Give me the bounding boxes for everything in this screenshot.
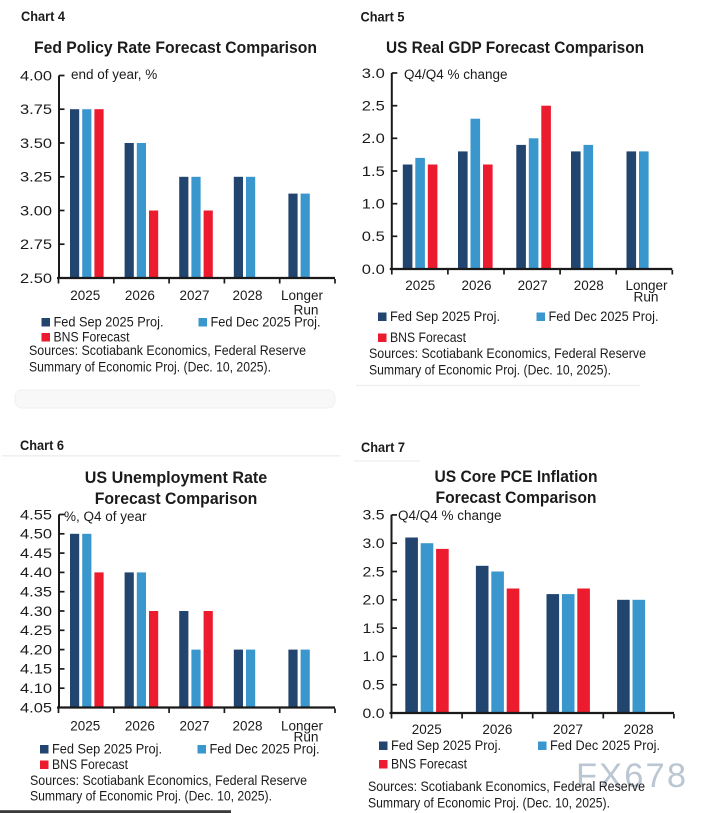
svg-text:2028: 2028 [233,288,263,303]
svg-text:1.5: 1.5 [363,620,385,636]
svg-text:Chart 5: Chart 5 [361,10,405,25]
svg-text:Sources: Scotiabank Economics,: Sources: Scotiabank Economics, Federal R… [30,772,307,788]
svg-text:4.25: 4.25 [20,622,52,638]
svg-text:2028: 2028 [233,719,263,734]
svg-text:3.25: 3.25 [20,169,52,185]
svg-text:Run: Run [294,730,319,745]
svg-text:2.0: 2.0 [362,130,385,146]
svg-text:0.0: 0.0 [362,261,385,277]
svg-text:Run: Run [634,290,659,305]
svg-text:Fed Policy Rate Forecast Compa: Fed Policy Rate Forecast Comparison [34,38,317,57]
svg-text:Sources: Scotiabank Economics,: Sources: Scotiabank Economics, Federal R… [29,342,306,358]
svg-text:4.55: 4.55 [20,506,52,522]
svg-text:Fed Dec 2025 Proj.: Fed Dec 2025 Proj. [549,309,659,324]
svg-text:US Real GDP Forecast Compariso: US Real GDP Forecast Comparison [386,38,644,57]
svg-text:BNS Forecast: BNS Forecast [52,757,128,772]
svg-text:2028: 2028 [624,722,654,737]
svg-text:1.0: 1.0 [362,196,385,212]
svg-text:%, Q4 of year: %, Q4 of year [64,509,147,524]
svg-text:2025: 2025 [70,719,100,734]
svg-text:2026: 2026 [125,288,155,303]
svg-text:Run: Run [294,303,319,318]
svg-text:4.00: 4.00 [20,67,52,83]
svg-text:2.5: 2.5 [362,98,385,114]
svg-text:2027: 2027 [180,288,210,303]
svg-text:Fed Sep 2025 Proj.: Fed Sep 2025 Proj. [54,314,164,329]
svg-text:3.0: 3.0 [362,65,385,81]
svg-text:FX678: FX678 [576,757,686,795]
svg-text:BNS Forecast: BNS Forecast [390,330,466,345]
svg-text:3.75: 3.75 [20,101,52,117]
svg-text:0.5: 0.5 [362,228,385,244]
svg-text:2027: 2027 [553,722,583,737]
svg-text:Fed Sep 2025 Proj.: Fed Sep 2025 Proj. [391,738,501,753]
svg-text:2026: 2026 [462,278,492,293]
svg-text:2025: 2025 [70,288,100,303]
svg-text:2.50: 2.50 [20,270,52,286]
svg-text:Fed Sep 2025 Proj.: Fed Sep 2025 Proj. [52,741,162,756]
svg-text:3.0: 3.0 [363,535,385,551]
svg-text:1.5: 1.5 [362,163,385,179]
svg-text:0.0: 0.0 [363,705,385,721]
svg-text:4.45: 4.45 [20,545,52,561]
svg-text:3.50: 3.50 [20,135,52,151]
svg-text:Summary of Economic Proj. (Dec: Summary of Economic Proj. (Dec. 10, 2025… [369,362,611,378]
svg-text:4.40: 4.40 [20,564,52,580]
svg-text:1.0: 1.0 [363,648,385,664]
svg-text:Chart 4: Chart 4 [21,9,65,24]
svg-text:Chart 6: Chart 6 [20,438,64,453]
svg-text:0.5: 0.5 [363,677,385,693]
svg-text:2.0: 2.0 [363,592,385,608]
svg-text:Chart 7: Chart 7 [361,440,405,455]
svg-text:2.75: 2.75 [20,236,52,252]
svg-text:BNS Forecast: BNS Forecast [391,756,467,771]
svg-text:3.5: 3.5 [363,507,385,523]
svg-text:3.00: 3.00 [20,202,52,218]
svg-text:2025: 2025 [405,278,435,293]
svg-text:4.35: 4.35 [20,584,52,600]
svg-text:US Unemployment Rate: US Unemployment Rate [85,468,268,487]
svg-text:Summary of Economic Proj. (Dec: Summary of Economic Proj. (Dec. 10, 2025… [30,788,272,804]
svg-text:Longer: Longer [281,719,323,734]
svg-text:Sources: Scotiabank Economics,: Sources: Scotiabank Economics, Federal R… [368,778,645,794]
svg-text:Summary of Economic Proj. (Dec: Summary of Economic Proj. (Dec. 10, 2025… [368,795,610,811]
svg-text:4.15: 4.15 [20,661,52,677]
svg-text:Sources: Scotiabank Economics,: Sources: Scotiabank Economics, Federal R… [369,345,646,361]
svg-text:2028: 2028 [574,278,604,293]
svg-text:2027: 2027 [180,719,210,734]
svg-text:Fed Dec 2025 Proj.: Fed Dec 2025 Proj. [550,738,660,753]
svg-text:4.05: 4.05 [20,699,52,715]
svg-text:Longer: Longer [281,288,323,303]
svg-text:Longer: Longer [626,278,668,293]
svg-text:4.10: 4.10 [20,680,52,696]
svg-text:Fed Sep 2025 Proj.: Fed Sep 2025 Proj. [390,309,500,324]
svg-text:Q4/Q4 % change: Q4/Q4 % change [404,67,508,82]
svg-text:Summary of Economic Proj. (Dec: Summary of Economic Proj. (Dec. 10, 2025… [29,359,271,375]
svg-text:4.50: 4.50 [20,526,52,542]
svg-text:4.30: 4.30 [20,603,52,619]
svg-text:Q4/Q4 % change: Q4/Q4 % change [398,508,502,523]
svg-text:2.5: 2.5 [363,563,385,579]
svg-text:end of year, %: end of year, % [71,67,157,82]
svg-text:4.20: 4.20 [20,641,52,657]
svg-text:US Core PCE Inflation: US Core PCE Inflation [435,467,598,486]
svg-text:Forecast Comparison: Forecast Comparison [95,489,258,508]
svg-text:2027: 2027 [518,278,548,293]
svg-text:Forecast Comparison: Forecast Comparison [436,488,597,507]
svg-text:2026: 2026 [125,719,155,734]
svg-text:BNS Forecast: BNS Forecast [54,329,130,344]
svg-text:2025: 2025 [412,722,442,737]
svg-text:Fed Dec 2025 Proj.: Fed Dec 2025 Proj. [210,741,320,756]
svg-text:Fed Dec 2025 Proj.: Fed Dec 2025 Proj. [211,314,321,329]
svg-text:2026: 2026 [482,722,512,737]
